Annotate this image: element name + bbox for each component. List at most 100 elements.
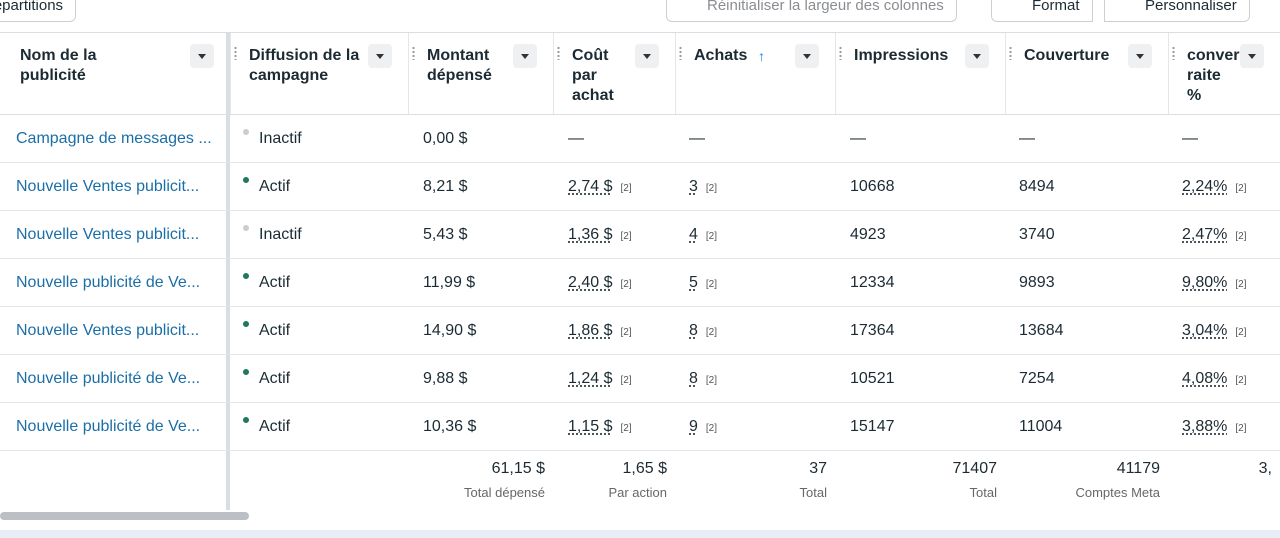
cell-value: Actif xyxy=(259,178,290,196)
reset-columns-button[interactable]: Réinitialiser la largeur des colonnes xyxy=(666,0,957,22)
footnote: [2] xyxy=(620,279,632,290)
cell-value: 5 [2] xyxy=(689,274,717,292)
ad-name[interactable]: Campagne de messages ... xyxy=(16,130,212,148)
cell-text: 1,86 $ xyxy=(568,322,613,339)
column-grip xyxy=(234,46,237,60)
frozen-divider xyxy=(226,33,230,510)
status-dot xyxy=(243,177,249,183)
cell-text: 3 xyxy=(689,178,698,195)
footer-value: 37 xyxy=(809,460,827,477)
sort-arrow: ↑ xyxy=(758,48,765,64)
cell-text: Nouvelle Ventes publicit... xyxy=(16,178,200,195)
footer-label: Total xyxy=(969,485,997,500)
cell-text: 3,04% xyxy=(1182,322,1228,339)
column-grip xyxy=(412,46,415,60)
cell-text: — xyxy=(689,130,705,147)
column-dropdown[interactable] xyxy=(965,44,989,68)
column-dropdown[interactable] xyxy=(368,44,392,68)
cell-text: 9 xyxy=(689,418,698,435)
cell-value: 10,36 $ xyxy=(423,418,476,436)
column-grip xyxy=(839,46,842,60)
cell-text: 1,36 $ xyxy=(568,226,613,243)
cell-value: — xyxy=(568,130,584,148)
cell-value: 11004 xyxy=(1019,418,1062,436)
column-dropdown[interactable] xyxy=(1128,44,1152,68)
ad-name[interactable]: Nouvelle Ventes publicit... xyxy=(16,226,199,244)
ad-name[interactable]: Nouvelle Ventes publicit... xyxy=(16,322,199,340)
footnote: [2] xyxy=(705,183,718,194)
cell-text: 12334 xyxy=(850,274,895,291)
cell-value: Actif xyxy=(259,322,290,340)
cell-value: 2,24% [2] xyxy=(1182,178,1247,196)
footer-label: Comptes Meta xyxy=(1075,485,1160,500)
cell-value: 9,80% [2] xyxy=(1182,274,1247,292)
cell-text: 2,24% xyxy=(1182,178,1228,195)
column-dropdown[interactable] xyxy=(635,44,659,68)
column-grip xyxy=(679,46,682,60)
column-grip xyxy=(1009,46,1012,60)
breakdown-button[interactable]: Répartitions xyxy=(0,0,77,22)
row-border xyxy=(0,258,1280,259)
customize-button[interactable]: Personnaliser xyxy=(1104,0,1250,22)
cell-text: 4 xyxy=(689,226,698,243)
cell-value: 3740 xyxy=(1019,226,1055,244)
cell-value: 9 [2] xyxy=(689,418,717,436)
column-grip xyxy=(557,46,560,60)
cell-value: 1,24 $ [2] xyxy=(568,370,632,388)
cell-text: 10,36 $ xyxy=(423,418,477,435)
cell-value: 7254 xyxy=(1019,370,1055,388)
ad-name[interactable]: Nouvelle Ventes publicit... xyxy=(16,178,199,196)
cell-value: 4,08% [2] xyxy=(1182,370,1247,388)
cell-text: 11004 xyxy=(1019,418,1063,435)
scrollbar[interactable] xyxy=(0,512,249,520)
footnote: [2] xyxy=(1235,183,1247,194)
ad-name[interactable]: Nouvelle publicité de Ve... xyxy=(16,370,200,388)
status-dot xyxy=(243,225,249,231)
cell-text: 13684 xyxy=(1019,322,1064,339)
footer-value: 61,15 $ xyxy=(491,460,545,477)
cell-text: — xyxy=(568,130,584,147)
ad-name[interactable]: Nouvelle publicité de Ve... xyxy=(16,418,200,436)
cell-value: 8,21 $ xyxy=(423,178,467,196)
cell-value: 10521 xyxy=(850,370,895,388)
footnote: [2] xyxy=(1235,231,1247,242)
column-dropdown[interactable] xyxy=(513,44,537,68)
footer-label: Total xyxy=(799,485,827,500)
cell-text: — xyxy=(1019,130,1035,147)
cell-text: — xyxy=(1182,130,1198,147)
cell-value: 1,86 $ [2] xyxy=(568,322,632,340)
cell-value: 1,36 $ [2] xyxy=(568,226,632,244)
cell-value: 15147 xyxy=(850,418,895,436)
cell-value: 12334 xyxy=(850,274,895,292)
footnote: [2] xyxy=(705,279,718,290)
column-divider xyxy=(553,33,554,115)
cell-value: 2,40 $ [2] xyxy=(568,274,632,292)
cell-text: 10668 xyxy=(850,178,895,195)
cell-text: Inactif xyxy=(259,226,302,243)
cell-value: 2,47% [2] xyxy=(1182,226,1247,244)
header-bottom xyxy=(0,114,1280,115)
cell-value: — xyxy=(1019,130,1035,148)
cell-text: 1,15 $ xyxy=(568,418,613,435)
cell-text: 9,88 $ xyxy=(423,370,468,387)
footer-value: 71407 xyxy=(952,460,998,477)
cell-text: Actif xyxy=(259,178,291,195)
row-border xyxy=(0,402,1280,403)
cell-value: 11,99 $ xyxy=(423,274,475,292)
cell-value: 9,88 $ xyxy=(423,370,467,388)
cell-text: 5,43 $ xyxy=(423,226,468,243)
ad-name[interactable]: Nouvelle publicité de Ve... xyxy=(16,274,200,292)
cell-text: — xyxy=(850,130,866,147)
cell-text: 9,80% xyxy=(1182,274,1228,291)
footer-label: Total dépensé xyxy=(464,485,545,500)
column-dropdown[interactable] xyxy=(795,44,819,68)
cell-value: 2,74 $ [2] xyxy=(568,178,632,196)
cell-text: Actif xyxy=(259,418,291,435)
column-dropdown[interactable] xyxy=(190,44,214,68)
format-button[interactable]: Format xyxy=(991,0,1093,22)
column-header: Coût par achat xyxy=(572,47,614,104)
cell-text: Nouvelle Ventes publicit... xyxy=(16,226,200,243)
cell-value: Actif xyxy=(259,418,290,436)
column-dropdown[interactable] xyxy=(1240,44,1264,68)
cell-text: Nouvelle publicité de Ve... xyxy=(16,274,201,291)
